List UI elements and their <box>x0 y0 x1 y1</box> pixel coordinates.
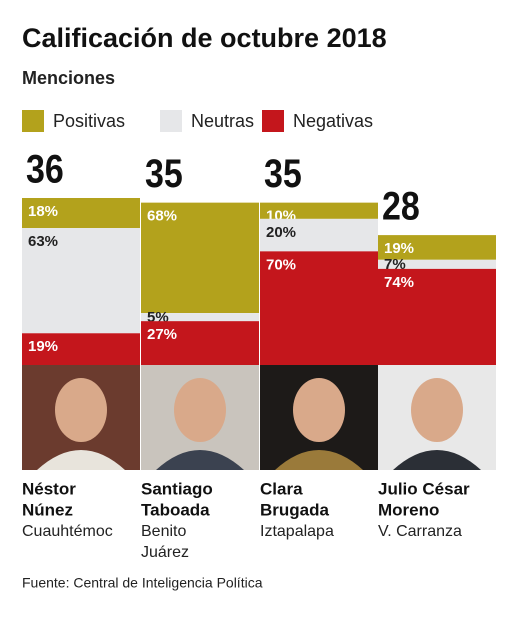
candidate-district: Juárez <box>141 544 189 561</box>
total-label: 35 <box>145 151 183 196</box>
value-label: 27% <box>147 326 177 343</box>
bar-segment <box>378 235 496 260</box>
candidate-name: Taboada <box>141 500 210 519</box>
total-label: 36 <box>26 146 64 191</box>
candidate-district: Cuauhtémoc <box>22 523 113 540</box>
legend-swatch <box>262 110 284 132</box>
chart-subtitle: Menciones <box>22 68 115 88</box>
legend-swatch <box>22 110 44 132</box>
value-label: 20% <box>266 224 296 241</box>
value-label: 18% <box>28 203 58 220</box>
candidate-name: Julio César <box>378 479 470 498</box>
legend-label: Neutras <box>191 111 254 131</box>
bar-segment <box>22 228 140 334</box>
bar-segment <box>260 202 378 219</box>
bar-segment <box>141 202 259 314</box>
candidate-name: Clara <box>260 479 303 498</box>
bar-segment <box>22 333 140 365</box>
candidate-name: Santiago <box>141 479 213 498</box>
chart-title: Calificación de octubre 2018 <box>22 23 387 53</box>
value-label: 63% <box>28 233 58 250</box>
photo-head <box>293 378 345 442</box>
photo-body <box>156 450 244 470</box>
value-label: 7% <box>384 256 406 273</box>
photo-head <box>55 378 107 442</box>
legend-label: Positivas <box>53 111 125 131</box>
source: Fuente: Central de Inteligencia Política <box>22 575 263 591</box>
candidate-name: Brugada <box>260 500 330 519</box>
bar-segment <box>141 321 259 365</box>
bar-segment <box>141 313 259 322</box>
bar-segment <box>378 259 496 269</box>
legend-label: Negativas <box>293 111 373 131</box>
candidate-name: Núnez <box>22 500 73 519</box>
photo-head <box>174 378 226 442</box>
photo-head <box>411 378 463 442</box>
candidate-name: Néstor <box>22 479 76 498</box>
photo-body <box>393 450 481 470</box>
value-label: 19% <box>384 240 414 257</box>
total-label: 28 <box>382 183 420 228</box>
photo-body <box>37 450 125 470</box>
candidate-name: Moreno <box>378 500 439 519</box>
value-label: 68% <box>147 208 177 225</box>
bar-segment <box>378 268 496 365</box>
value-label: 74% <box>384 274 414 291</box>
bar-segment <box>260 218 378 252</box>
value-label: 70% <box>266 256 296 273</box>
photo-body <box>275 450 363 470</box>
candidate-district: Benito <box>141 523 186 540</box>
bar-segment <box>22 198 140 229</box>
bar-segment <box>260 251 378 365</box>
total-label: 35 <box>264 151 302 196</box>
value-label: 19% <box>28 338 58 355</box>
legend-swatch <box>160 110 182 132</box>
candidate-district: V. Carranza <box>378 523 462 540</box>
candidate-district: Iztapalapa <box>260 523 334 540</box>
